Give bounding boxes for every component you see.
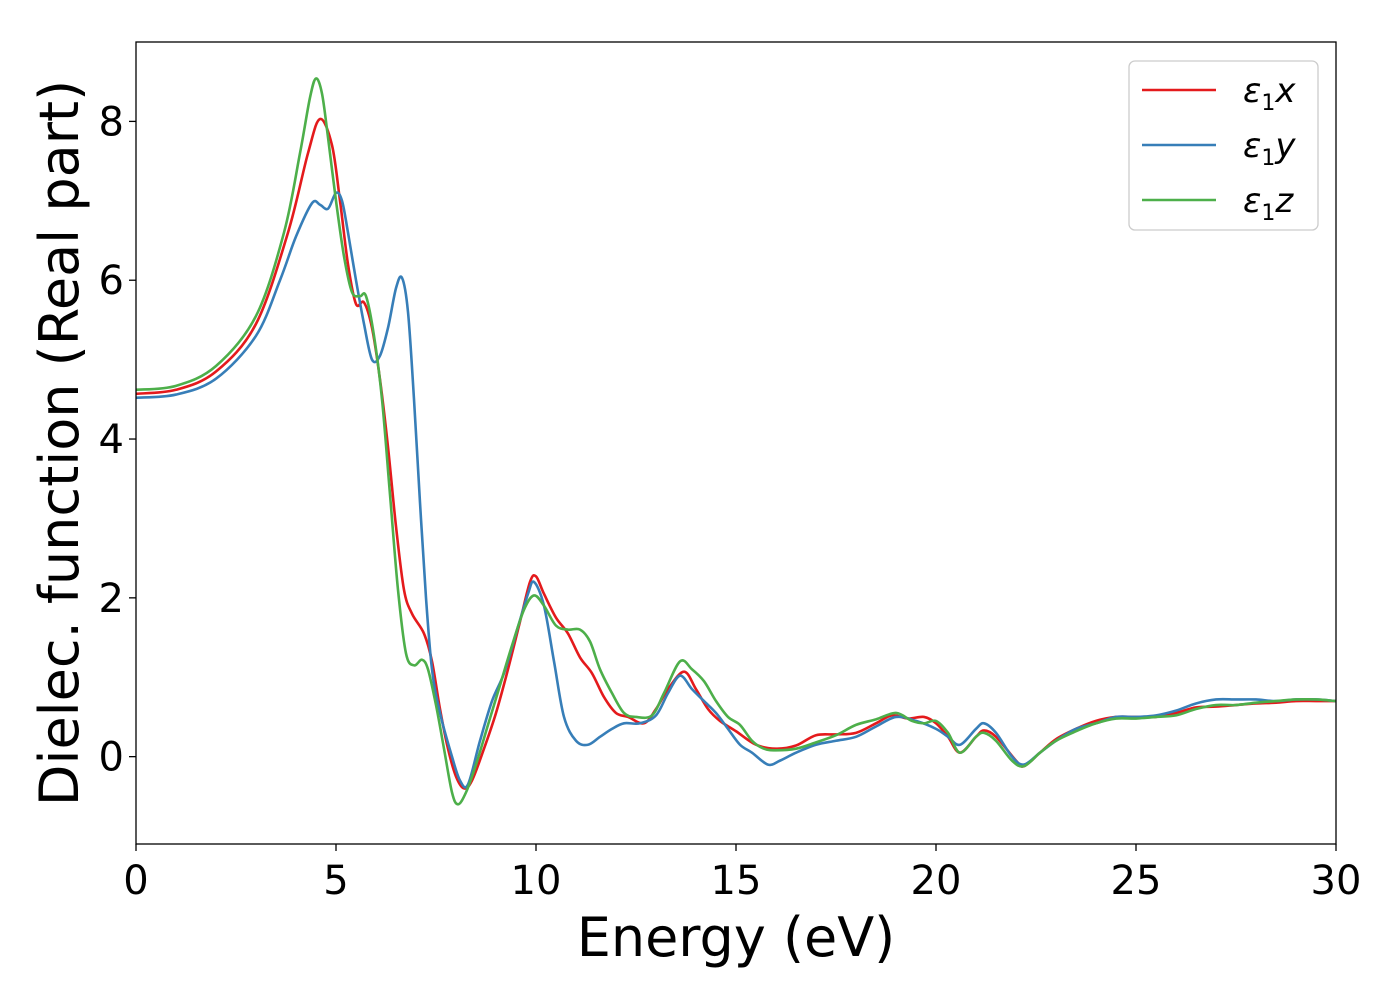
y-axis-title: Dielec. function (Real part) <box>28 80 91 806</box>
x-tick-label: 0 <box>123 858 148 904</box>
y-axis-ticks: 0 2 4 6 8 <box>99 99 136 781</box>
y-tick-label: 2 <box>99 576 124 622</box>
series-layer <box>135 77 1337 806</box>
y-tick-label: 0 <box>99 735 124 781</box>
x-tick-label: 15 <box>711 858 762 904</box>
legend: ε1x ε1y ε1z <box>1128 60 1319 231</box>
series-line-y <box>135 191 1337 789</box>
x-tick-label: 10 <box>511 858 562 904</box>
x-axis-title: Energy (eV) <box>577 906 896 969</box>
x-tick-label: 30 <box>1311 858 1362 904</box>
x-tick-label: 20 <box>911 858 962 904</box>
series-line-z <box>135 77 1337 806</box>
y-tick-label: 4 <box>99 417 124 463</box>
legend-label-y: ε1y <box>1243 126 1296 171</box>
legend-entries: ε1x ε1y ε1z <box>1142 71 1296 226</box>
x-axis-ticks: 0 5 10 15 20 25 30 <box>123 844 1361 904</box>
legend-box <box>1128 60 1319 231</box>
y-tick-label: 8 <box>99 99 124 145</box>
legend-label-x: ε1x <box>1243 71 1296 116</box>
x-tick-label: 25 <box>1111 858 1162 904</box>
x-tick-label: 5 <box>323 858 348 904</box>
y-tick-label: 6 <box>99 258 124 304</box>
legend-label-z: ε1z <box>1243 181 1294 226</box>
